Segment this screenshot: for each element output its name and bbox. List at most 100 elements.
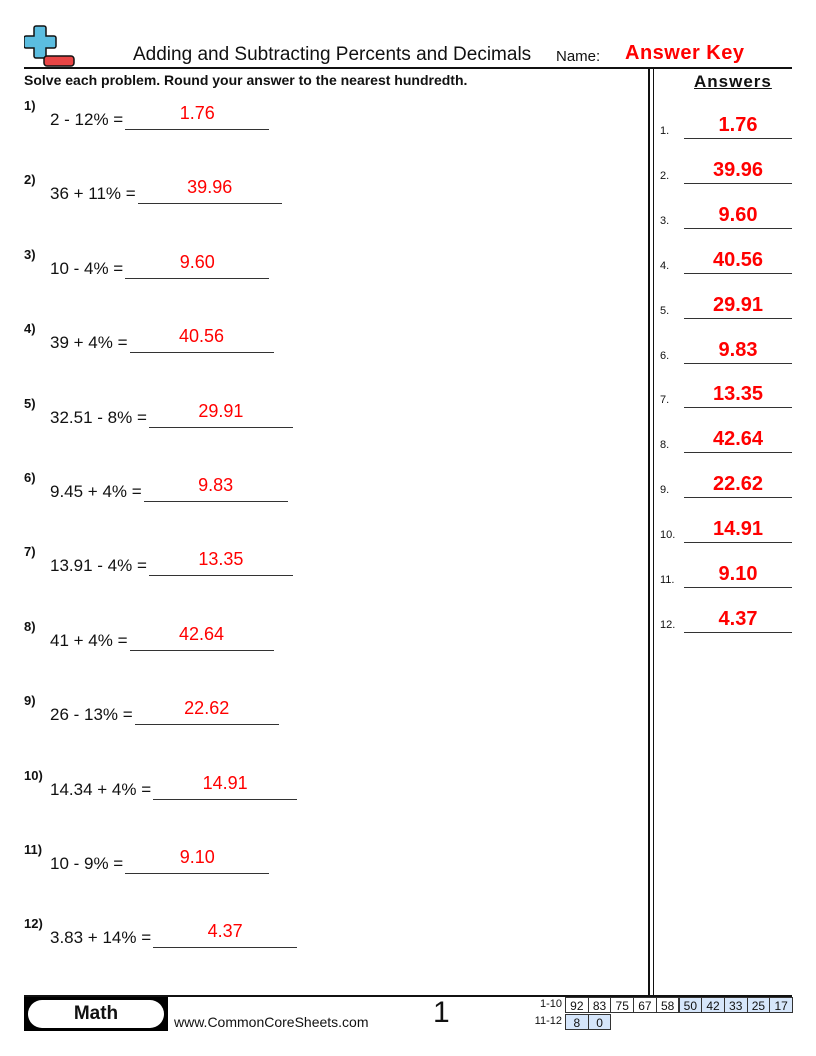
problem-expression: 9.45 + 4% = [50, 482, 142, 501]
answer-blank: 4.37 [153, 921, 298, 949]
answer-key-item: 7. 13.35 [660, 382, 792, 409]
answer-key-number: 2. [660, 169, 670, 182]
answer-key-value: 29.91 [684, 292, 792, 319]
answer-key-value: 40.56 [684, 247, 792, 274]
subject-badge: Math [24, 997, 168, 1031]
answer-blank: 14.91 [153, 773, 298, 800]
answer-key-item: 1. 1.76 [660, 113, 792, 139]
answer-blank: 42.64 [129, 624, 274, 651]
problem-expression: 32.51 - 8% = [50, 407, 147, 427]
problem-number: 3) [24, 246, 36, 262]
problem-item: 9) 26 - 13% = 22.62 [24, 693, 279, 726]
problem-item: 11) 10 - 9% = 9.10 [24, 842, 270, 874]
problem-expression: 3.83 + 14% = [50, 928, 152, 948]
answers-heading: Answers [694, 72, 772, 91]
answer-key-number: 7. [660, 394, 670, 407]
score-cell: 42 [701, 997, 725, 1013]
answer-key-item: 6. 9.83 [660, 338, 792, 364]
website-link[interactable]: www.CommonCoreSheets.com [174, 1014, 369, 1030]
score-cell: 92 [565, 997, 589, 1013]
column-divider [652, 68, 654, 996]
problem-answer: 39.96 [187, 177, 233, 198]
score-cell: 75 [610, 997, 635, 1013]
answer-key-number: 6. [660, 349, 670, 362]
instructions: Solve each problem. Round your answer to… [24, 72, 468, 88]
problem-number: 2) [24, 172, 36, 188]
problem-expression: 39 + 4% = [50, 333, 128, 353]
problem-number: 7) [24, 544, 36, 560]
problem-item: 12) 3.83 + 14% = 4.37 [24, 916, 298, 949]
answer-key-item: 9. 22.62 [660, 472, 792, 499]
answer-key-value: 9.10 [684, 561, 792, 588]
answer-key-number: 8. [660, 439, 670, 452]
answer-key-number: 1. [660, 125, 670, 137]
column-divider [648, 68, 650, 996]
answer-blank: 39.96 [137, 177, 282, 205]
answer-blank: 13.35 [148, 549, 293, 577]
answer-key-item: 3. 9.60 [660, 203, 792, 229]
answer-key-value: 9.83 [684, 337, 792, 364]
problem-number: 12) [24, 916, 43, 932]
answer-key-number: 11. [660, 574, 675, 586]
problem-expression: 2 - 12% = [50, 110, 124, 129]
name-value: Answer Key [625, 42, 745, 64]
answer-key-number: 3. [660, 214, 670, 227]
answer-blank: 1.76 [125, 103, 270, 130]
worksheet-title: Adding and Subtracting Percents and Deci… [133, 44, 532, 65]
problem-expression: 26 - 13% = [50, 705, 133, 725]
score-cell: 83 [587, 997, 612, 1013]
score-row-label: 1-10 [539, 998, 562, 1010]
answer-key-value: 14.91 [684, 516, 792, 544]
problem-expression: 10 - 4% = [50, 258, 124, 278]
score-cell: 17 [769, 997, 793, 1013]
problem-item: 10) 14.34 + 4% = 14.91 [24, 767, 298, 800]
score-cell: 8 [565, 1014, 589, 1030]
page-number: 1 [433, 996, 450, 1029]
answer-key-item: 12. 4.37 [660, 607, 792, 633]
problem-expression: 13.91 - 4% = [50, 556, 147, 576]
answer-key-item: 10. 14.91 [660, 516, 792, 544]
answer-key-number: 9. [660, 484, 670, 497]
score-cell: 58 [655, 997, 680, 1013]
problem-item: 7) 13.91 - 4% = 13.35 [24, 544, 293, 577]
answer-key-item: 8. 42.64 [660, 426, 792, 454]
answer-blank: 9.60 [125, 252, 270, 279]
answer-key-number: 5. [660, 304, 670, 317]
problem-expression: 14.34 + 4% = [50, 779, 152, 799]
answer-key-number: 12. [660, 618, 676, 631]
score-cell: 0 [587, 1014, 612, 1030]
answer-key-value: 1.76 [684, 112, 792, 139]
problem-answer: 14.91 [202, 772, 248, 793]
problem-answer: 4.37 [207, 921, 243, 942]
answer-key-item: 2. 39.96 [660, 158, 792, 184]
answer-key-item: 11. 9.10 [660, 562, 792, 588]
problem-number: 5) [24, 395, 36, 411]
answer-key-value: 39.96 [684, 157, 792, 184]
name-label: Name: [556, 48, 601, 65]
answer-key-value: 42.64 [684, 426, 792, 454]
answer-key-number: 4. [660, 259, 670, 272]
problem-expression: 41 + 4% = [50, 630, 128, 650]
problem-number: 11) [24, 842, 43, 857]
answer-key-value: 4.37 [684, 606, 792, 633]
problem-item: 8) 41 + 4% = 42.64 [24, 619, 274, 651]
answer-key-value: 9.60 [684, 202, 792, 229]
answer-blank: 22.62 [134, 698, 279, 726]
answer-blank: 9.10 [125, 847, 270, 874]
score-cell: 67 [633, 997, 657, 1013]
answer-key-item: 4. 40.56 [660, 248, 792, 274]
problem-answer: 22.62 [184, 698, 230, 719]
problem-answer: 29.91 [198, 400, 244, 421]
problem-number: 6) [24, 470, 36, 485]
problem-expression: 10 - 9% = [50, 854, 124, 873]
problem-answer: 13.35 [198, 549, 244, 570]
problem-item: 1) 2 - 12% = 1.76 [24, 98, 270, 130]
problem-expression: 36 + 11% = [50, 184, 136, 204]
subject-label: Math [28, 1000, 164, 1028]
answer-blank: 40.56 [129, 326, 274, 354]
problem-number: 10) [24, 767, 43, 783]
header-divider [24, 67, 792, 69]
score-cell: 25 [746, 997, 771, 1013]
problem-number: 9) [24, 693, 36, 709]
